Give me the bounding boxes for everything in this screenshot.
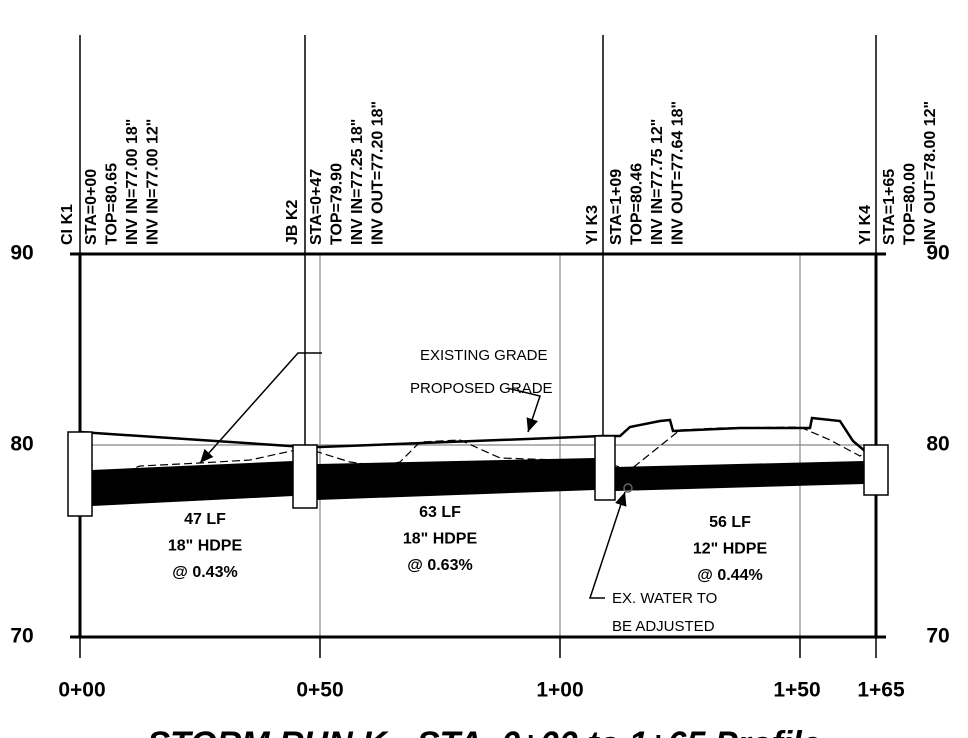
grid <box>80 254 876 637</box>
pipe-label: @ 0.63% <box>407 557 472 574</box>
callout: PROPOSED GRADE <box>410 380 553 397</box>
pipe-label: 18" HDPE <box>168 538 243 555</box>
structure-line: TOP=79.90 <box>329 163 346 245</box>
proposed-grade <box>79 426 877 489</box>
elevation-label: 80 <box>926 433 949 456</box>
structure-line: INV OUT=77.20 18" <box>370 101 387 245</box>
pipe-label: 63 LF <box>419 504 461 521</box>
structure-line: INV IN=77.25 18" <box>349 119 366 245</box>
structure-line: STA=1+65 <box>881 169 898 245</box>
station-label: 0+50 <box>296 679 343 702</box>
pipe-label: @ 0.44% <box>697 567 762 584</box>
elevation-label: 70 <box>10 625 33 648</box>
structure-line: TOP=80.00 <box>902 163 919 245</box>
existing-grade <box>79 416 877 454</box>
structure-line: INV IN=77.00 12" <box>145 119 162 245</box>
station-label: 1+00 <box>536 679 583 702</box>
structure-line: TOP=80.65 <box>104 163 121 245</box>
structure-line: INV OUT=78.00 12" <box>922 101 939 245</box>
structure-name: YI K4 <box>857 205 874 245</box>
water-marker <box>623 483 633 493</box>
callout: BE ADJUSTED <box>612 618 715 635</box>
callout: EX. WATER TO <box>612 590 717 607</box>
station-label: 1+65 <box>857 679 905 702</box>
structure-line: STA=1+09 <box>608 169 625 245</box>
structure-name: YI K3 <box>584 205 601 245</box>
station-label: 1+50 <box>773 679 820 702</box>
pipe-label: @ 0.43% <box>172 564 237 581</box>
elevation-label: 90 <box>10 242 33 265</box>
title: STORM RUN K - STA. 0+00 to 1+65 Profile <box>147 725 820 738</box>
pipe-label: 56 LF <box>709 514 751 531</box>
structures <box>67 431 889 517</box>
pipe-label: 18" HDPE <box>403 531 478 548</box>
structure-line: STA=0+00 <box>83 169 100 245</box>
pipe-label: 12" HDPE <box>693 541 768 558</box>
station-label: 0+00 <box>58 679 105 702</box>
pipes <box>92 458 864 506</box>
structure-line: INV IN=77.00 18" <box>124 119 141 245</box>
elevation-label: 70 <box>926 625 949 648</box>
pipe-label: 47 LF <box>184 511 226 528</box>
structure-name: JB K2 <box>284 200 301 245</box>
structure-line: TOP=80.46 <box>629 163 646 245</box>
elevation-label: 90 <box>926 242 949 265</box>
leaders <box>199 352 627 599</box>
structure-line: INV OUT=77.64 18" <box>670 101 687 245</box>
structure-line: STA=0+47 <box>308 169 325 245</box>
structure-line: INV IN=77.75 12" <box>649 119 666 245</box>
elevation-label: 80 <box>10 433 33 456</box>
structure-name: CI K1 <box>59 204 76 245</box>
callout: EXISTING GRADE <box>420 347 548 364</box>
structure-lines <box>79 35 877 658</box>
